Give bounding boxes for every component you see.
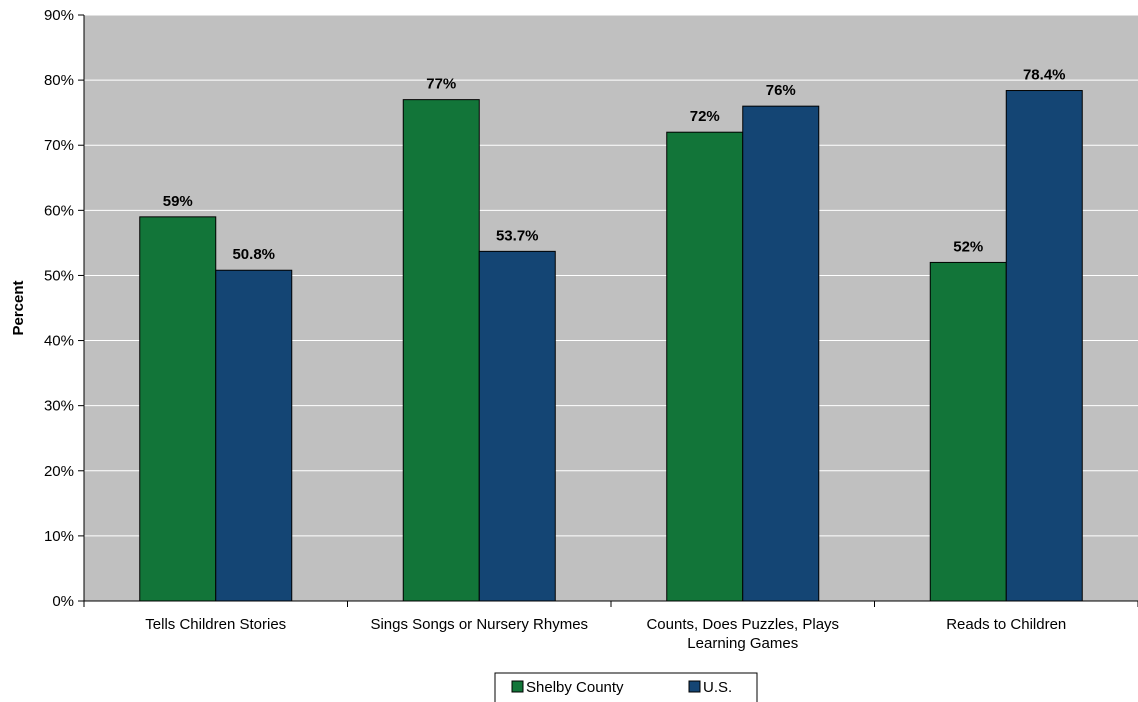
x-tick-label-line: Sings Songs or Nursery Rhymes [370, 616, 588, 633]
data-label: 78.4% [1023, 67, 1066, 84]
bar [929, 261, 1007, 602]
y-tick-label: 20% [44, 463, 74, 480]
y-tick-label: 0% [52, 593, 74, 610]
x-tick-label: Counts, Does Puzzles, Plays Learning Game… [646, 616, 839, 652]
x-tick-label-line: Reads to Children [946, 616, 1066, 633]
bar [742, 105, 820, 602]
y-tick-label: 60% [44, 202, 74, 219]
y-axis-title: Percent [10, 280, 27, 335]
y-tick-label: 40% [44, 333, 74, 350]
x-tick-label-line: Counts, Does Puzzles, Plays [646, 616, 839, 633]
bars [139, 90, 1083, 602]
data-label: 77% [426, 76, 456, 93]
data-label: 52% [953, 238, 983, 255]
x-tick-label-line: Learning Games [687, 635, 798, 652]
legend-label: U.S. [703, 679, 732, 696]
legend-swatch [688, 680, 701, 693]
x-tick-label: Sings Songs or Nursery Rhymes [370, 616, 588, 633]
data-label: 72% [690, 108, 720, 125]
legend-label: Shelby County [526, 679, 624, 696]
data-label: 50.8% [232, 246, 275, 263]
legend-swatch [511, 680, 524, 693]
y-tick-label: 50% [44, 267, 74, 284]
data-label: 53.7% [496, 227, 539, 244]
data-label: 59% [163, 193, 193, 210]
bar [666, 131, 744, 602]
y-tick-label: 80% [44, 72, 74, 89]
x-tick-label: Reads to Children [946, 616, 1066, 633]
x-tick-label-line: Tells Children Stories [145, 616, 286, 633]
x-tick-labels: Tells Children Stories Sings Songs or Nur… [145, 616, 1066, 652]
y-tick-label: 10% [44, 528, 74, 545]
x-tick-label: Tells Children Stories [145, 616, 286, 633]
axes [78, 14, 1138, 607]
bar [402, 99, 480, 602]
y-tick-label: 30% [44, 398, 74, 415]
bar [215, 269, 293, 602]
y-tick-label: 90% [44, 7, 74, 24]
data-label: 76% [766, 82, 796, 99]
legend-box [494, 672, 758, 702]
bar [478, 250, 556, 602]
bar [139, 216, 217, 602]
data-labels: 59% 50.8% 77% 53.7% 72% 76% 52% 78.4% [163, 67, 1066, 264]
bar [1005, 90, 1083, 602]
y-tick-labels: 0% 10% 20% 30% 40% 50% 60% 70% 80% 90% [44, 7, 74, 610]
legend: Shelby County U.S. [494, 672, 758, 702]
y-tick-label: 70% [44, 137, 74, 154]
